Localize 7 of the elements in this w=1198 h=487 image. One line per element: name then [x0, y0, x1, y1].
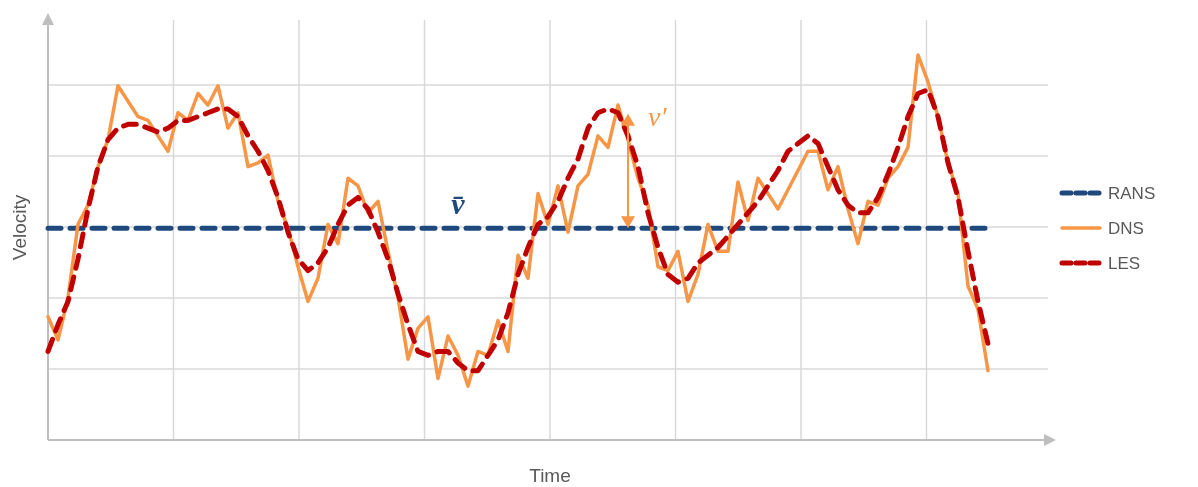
annotation: v′ — [648, 100, 668, 132]
y-axis-title: Velocity — [9, 194, 30, 261]
legend-label: RANS — [1108, 184, 1156, 203]
legend-label: LES — [1108, 254, 1141, 273]
legend-label: DNS — [1108, 219, 1144, 238]
annotation: v̄ — [451, 187, 466, 221]
x-axis-title: Time — [529, 465, 571, 486]
